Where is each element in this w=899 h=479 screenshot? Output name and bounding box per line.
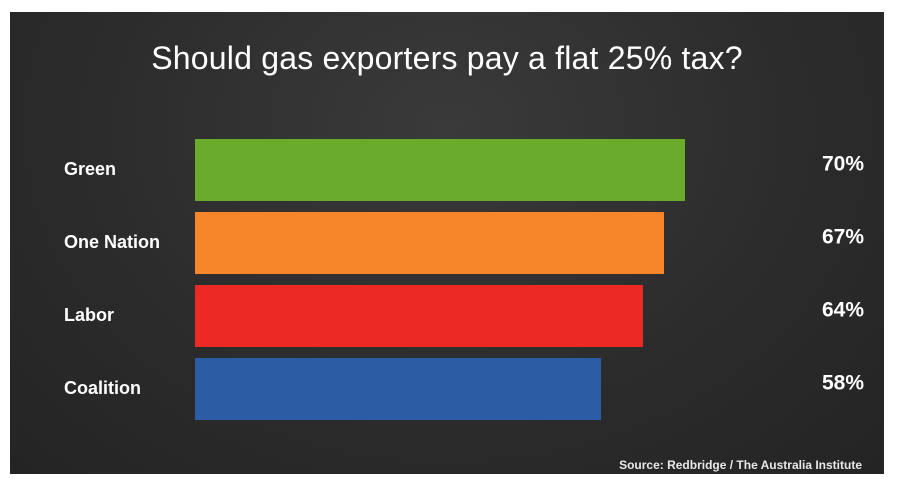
value-label-green: 70% (822, 153, 864, 176)
category-label-labor: Labor (64, 305, 114, 325)
bar-one-nation (195, 212, 664, 274)
bar-green (195, 139, 685, 201)
value-label-one-nation: 67% (822, 226, 864, 249)
source-note: Source: Redbridge / The Australia Instit… (619, 458, 862, 472)
category-label-coalition: Coalition (64, 378, 141, 398)
chart-panel: Should gas exporters pay a flat 25% tax?… (10, 12, 884, 474)
category-label-green: Green (64, 159, 116, 179)
bar-labor (195, 285, 643, 347)
value-label-labor: 64% (822, 299, 864, 322)
bar-coalition (195, 358, 601, 420)
chart-title: Should gas exporters pay a flat 25% tax? (151, 40, 743, 76)
category-label-one-nation: One Nation (64, 232, 160, 252)
value-label-coalition: 58% (822, 372, 864, 395)
bar-chart: Green 70% One Nation 67% Labor 64% Coalition 58… (64, 139, 864, 420)
